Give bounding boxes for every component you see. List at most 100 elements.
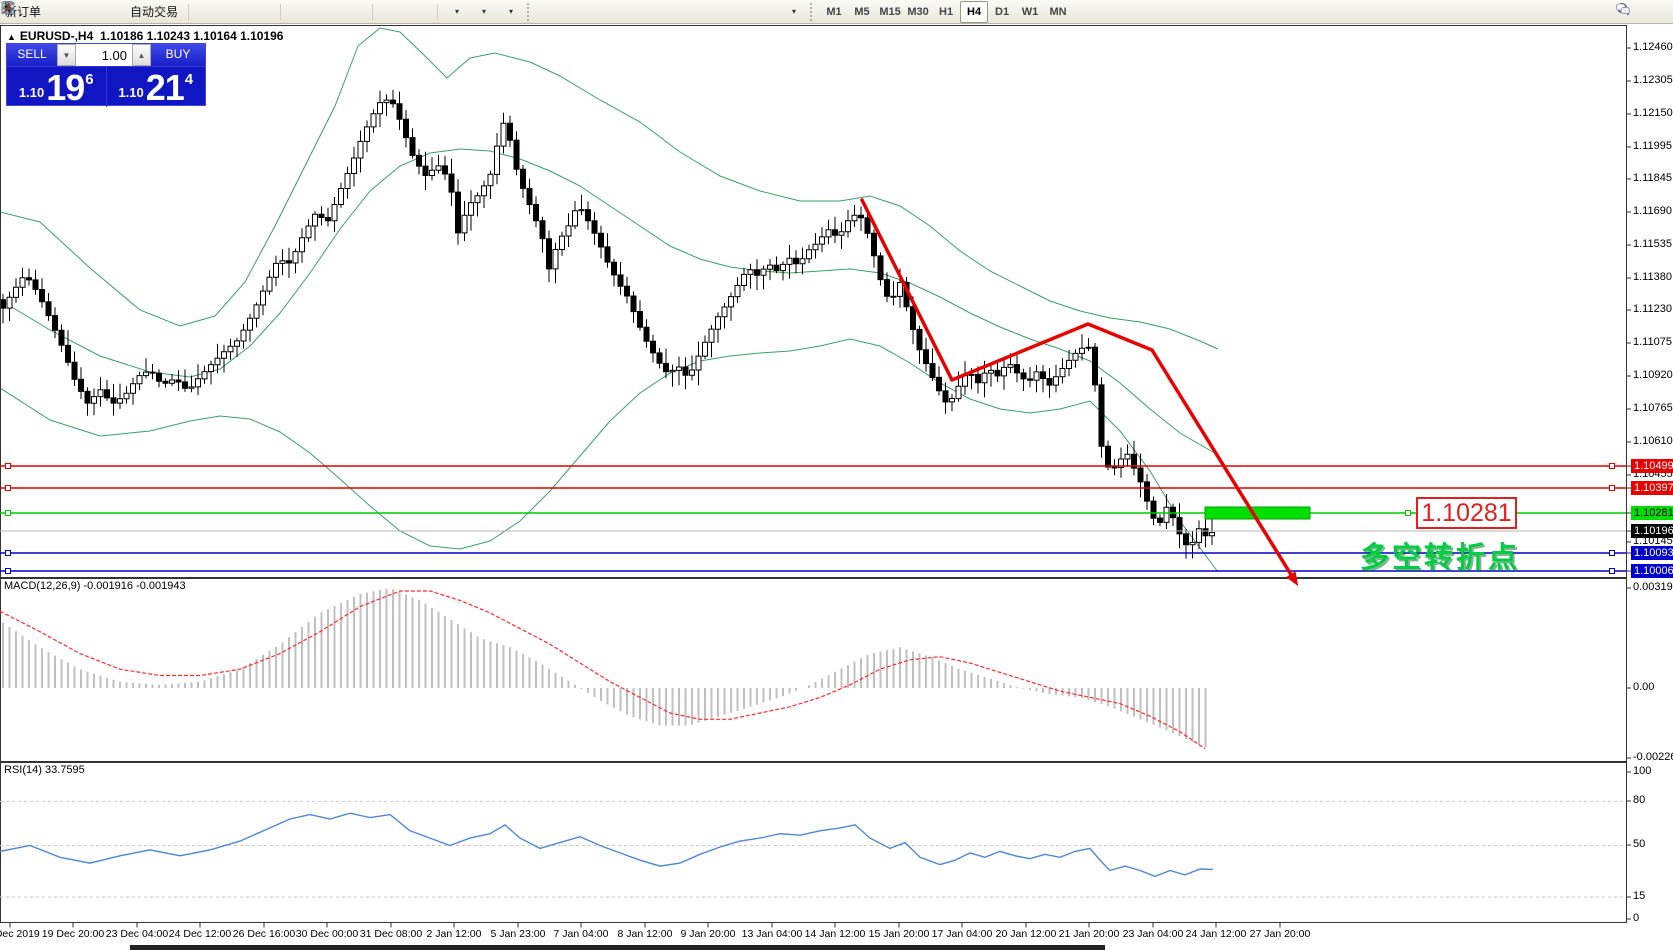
sell-quote[interactable]: 1.10 19 6	[7, 67, 106, 107]
time-axis-label: 13 Jan 04:00	[741, 928, 803, 940]
bollinger-lower-band	[1, 338, 1219, 573]
toolbar-separator	[369, 1, 377, 22]
rsi-indicator-label: RSI(14) 33.7595	[4, 764, 85, 776]
timeframe-m5-button[interactable]: M5	[854, 5, 870, 18]
macd-axis-label: 0.00	[1633, 681, 1655, 693]
buy-price-sup: 4	[184, 71, 194, 88]
rsi-pane-border	[0, 762, 1627, 923]
time-axis-label: 8 Jan 12:00	[617, 928, 673, 940]
price-axis-label: 1.11230	[1633, 303, 1672, 315]
time-axis-label: 31 Dec 08:00	[359, 928, 423, 940]
collapse-ohlc-icon[interactable]: ▲	[7, 32, 16, 42]
time-axis-label: 23 Dec 04:00	[105, 928, 169, 940]
time-axis-label: 19 Dec 20:00	[41, 928, 105, 940]
timeframe-d1-button[interactable]: D1	[995, 5, 1010, 18]
macd-axis-label: -0.002261	[1633, 751, 1673, 763]
timeframe-mn-button[interactable]: MN	[1049, 5, 1067, 18]
timeframe-m30-button[interactable]: M30	[907, 5, 929, 18]
hline-handle[interactable]	[5, 568, 11, 574]
hline-handle[interactable]	[1609, 463, 1615, 469]
buy-quote[interactable]: 1.10 21 4	[107, 67, 206, 107]
hline-handle[interactable]	[5, 485, 11, 491]
axis-ticks	[9, 47, 1631, 928]
bullish-candles	[6, 99, 1215, 546]
time-axis-label: 26 Dec 16:00	[232, 928, 296, 940]
buy-button[interactable]: BUY	[151, 44, 205, 66]
svg-text:T: T	[6, 4, 12, 14]
rsi-axis-label: 100	[1633, 765, 1652, 777]
timeframe-h4-button[interactable]: H4	[960, 0, 989, 23]
price-axis-label: 1.11845	[1633, 172, 1672, 184]
price-axis-badge: 1.10499	[1631, 459, 1673, 473]
price-axis-badge: 1.10397	[1631, 481, 1673, 495]
time-axis-label: 7 Jan 04:00	[553, 928, 609, 940]
time-axis-label: 9 Jan 20:00	[680, 928, 736, 940]
rsi-line	[0, 812, 1214, 878]
price-axis-label: 1.10610	[1633, 435, 1673, 447]
time-axis-label: 24 Dec 12:00	[168, 928, 232, 940]
bollinger-middle-band	[1, 148, 1219, 456]
sell-price-sup: 6	[85, 71, 94, 88]
macd-indicator-label: MACD(12,26,9) -0.001916 -0.001943	[4, 580, 186, 592]
volume-down-button[interactable]: ▼	[57, 44, 76, 66]
toolbar-separator	[185, 1, 193, 22]
buy-price-prefix: 1.10	[118, 85, 144, 100]
toolbar-right-group	[1615, 1, 1669, 24]
time-axis-label: 18 Dec 2019	[0, 928, 40, 940]
symbol-period-label: EURUSD-,H4	[19, 29, 94, 43]
timeframe-m15-button[interactable]: M15	[879, 5, 901, 18]
trend-arrow-line[interactable]	[860, 198, 1297, 583]
sell-price-big: 19	[46, 67, 85, 108]
macd-histogram	[2, 588, 1207, 748]
ohlc-values: 1.10186 1.10243 1.10164 1.10196	[99, 29, 284, 43]
rsi-axis-label: 50	[1633, 838, 1646, 850]
dropdown-caret-icon: ▾	[455, 7, 460, 16]
one-click-trading-panel: SELL ▼ ▲ BUY 1.10 19 6 1.10 21 4	[6, 43, 206, 107]
time-axis-label: 24 Jan 12:00	[1185, 928, 1247, 940]
autotrading-button-label: 自动交易	[130, 5, 179, 19]
hline-handle[interactable]	[1609, 550, 1615, 556]
price-axis-label: 1.10920	[1633, 369, 1673, 381]
hline-handle[interactable]	[1609, 485, 1615, 491]
timeframe-m1-button[interactable]: M1	[826, 5, 842, 18]
rsi-axis-label: 15	[1633, 890, 1646, 902]
price-axis-label: 1.11380	[1633, 271, 1672, 283]
window-bottom-bar	[130, 945, 1105, 950]
dropdown-caret-icon: ▾	[792, 7, 797, 16]
hline-handle[interactable]	[5, 510, 11, 516]
macd-signal-line	[0, 590, 1206, 750]
chart-title: ▲ EURUSD-,H4 1.10186 1.10243 1.10164 1.10…	[7, 29, 283, 43]
textA-icon: A	[4, 2, 13, 16]
time-axis-label: 27 Jan 20:00	[1249, 928, 1311, 940]
hline-handle[interactable]	[5, 463, 11, 469]
volume-input[interactable]	[76, 44, 132, 66]
timeframe-w1-button[interactable]: W1	[1021, 5, 1039, 18]
labelT-icon: T	[2, 3, 14, 14]
time-axis-label: 17 Jan 04:00	[931, 928, 993, 940]
volume-up-button[interactable]: ▲	[132, 44, 151, 66]
text-button[interactable]: A	[4, 0, 753, 23]
time-axis-label: 15 Jan 20:00	[868, 928, 930, 940]
price-annotation-box[interactable]: 1.10281	[1416, 497, 1517, 529]
pivot-point-text-annotation[interactable]: 多空转折点	[1360, 542, 1521, 574]
chat-button[interactable]	[1616, 1, 1669, 24]
timeframe-h1-button[interactable]: H1	[939, 5, 954, 18]
bollinger-upper-band	[1, 27, 1219, 350]
hline-handle[interactable]	[1609, 568, 1615, 574]
sell-button[interactable]: SELL	[7, 44, 57, 66]
hline-handle[interactable]	[1405, 510, 1411, 516]
toolbar-separator	[434, 1, 442, 22]
price-axis-label: 1.10145	[1633, 535, 1673, 547]
arrows-button[interactable]: ▾	[2, 0, 807, 23]
rsi-axis-label: 0	[1633, 912, 1640, 924]
hline-handle[interactable]	[5, 550, 11, 556]
text-label-button[interactable]: T	[2, 0, 780, 23]
trend-arrow-head	[1286, 571, 1299, 587]
time-axis-label: 30 Dec 00:00	[295, 928, 359, 940]
price-axis-label: 1.12150	[1633, 107, 1673, 119]
toolbar: 新订单 自动交易 ▾ ▾ ▾ E F A T ▾ M1 M5 M15 M30 H1 H4 D1 W1 MN	[0, 0, 1673, 24]
chat-icon	[1616, 3, 1630, 14]
sell-price-prefix: 1.10	[18, 85, 45, 100]
